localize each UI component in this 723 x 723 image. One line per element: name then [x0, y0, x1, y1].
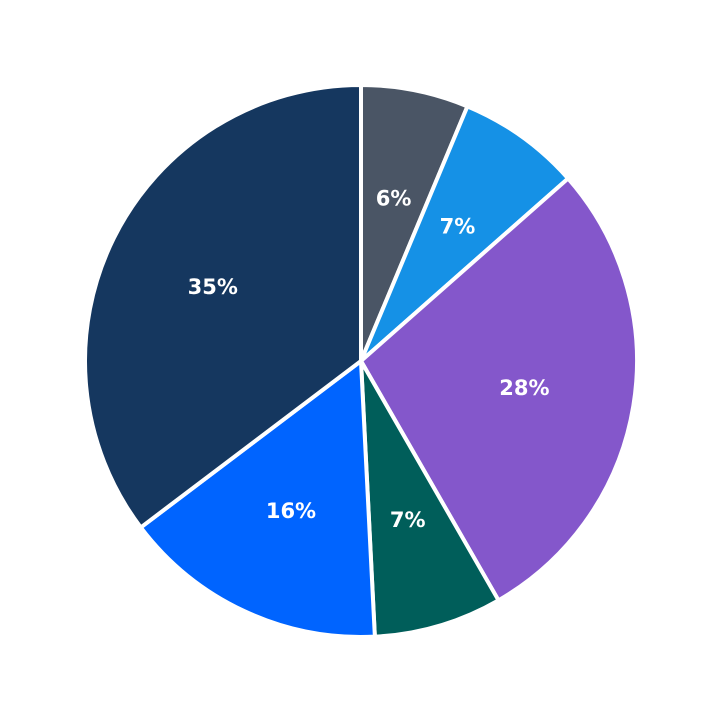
slice-label: 6% [376, 187, 412, 211]
pie-slice [83, 83, 363, 530]
pie-slice [359, 176, 639, 603]
slice-label: 28% [499, 376, 549, 400]
slice-label: 16% [266, 499, 316, 523]
pie-slice [138, 359, 377, 639]
slice-label: 7% [440, 214, 476, 238]
slice-label: 7% [390, 508, 426, 532]
pie-slice [359, 104, 571, 363]
slice-label: 35% [188, 275, 238, 299]
pie-slice [359, 359, 501, 639]
